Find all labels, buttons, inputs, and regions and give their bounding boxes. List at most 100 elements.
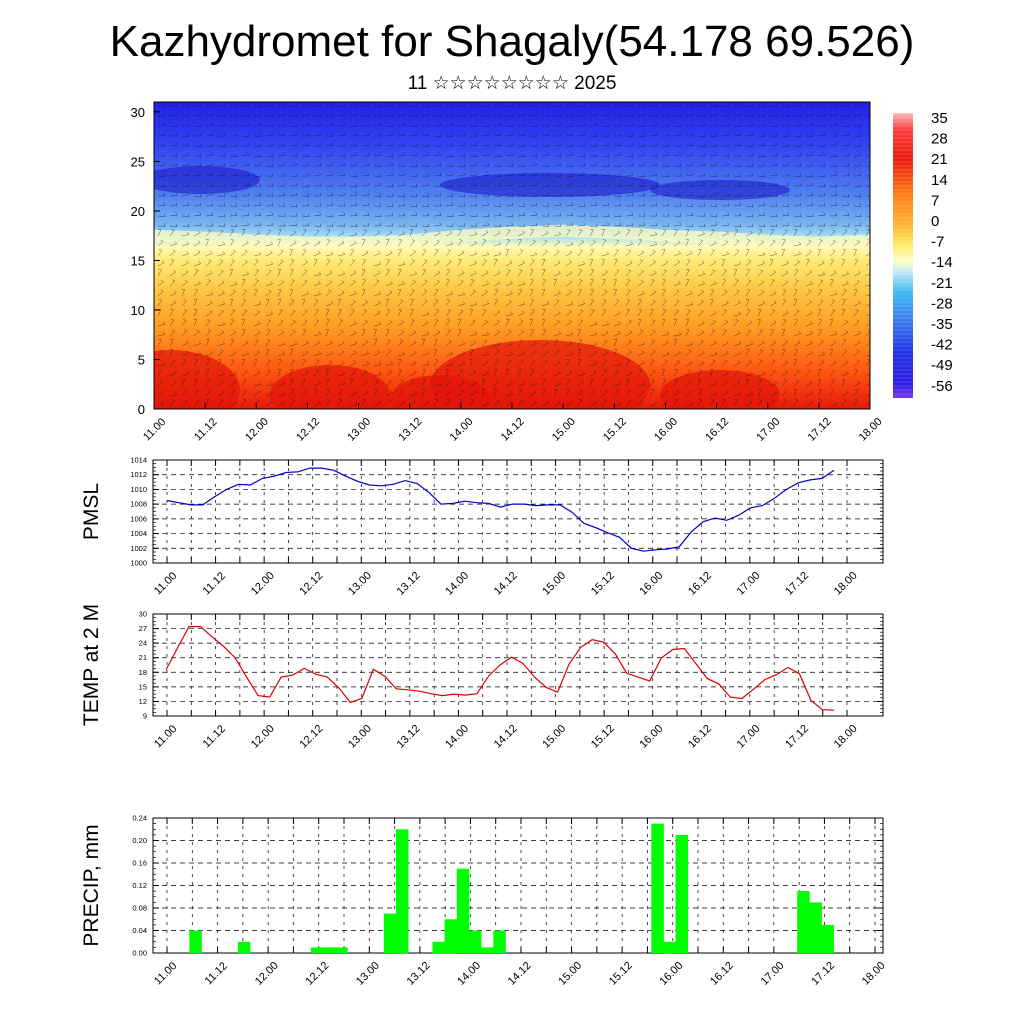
colorbar-label: 28	[931, 131, 948, 148]
heatmap-x-tick-label: 13.12	[396, 416, 424, 444]
precip-bar	[444, 919, 458, 954]
heatmap-y-tick-label: 25	[131, 154, 145, 169]
precip-bar	[675, 834, 689, 953]
panel-x-tick-label: 11.12	[201, 723, 228, 750]
heatmap-x-tick-label: 14.12	[499, 416, 527, 444]
colorbar: 35 28 21 14 7 0 -7 -14 -21 -28 -35 -42 -49 -56	[893, 110, 953, 398]
cold-core-1	[440, 173, 660, 197]
panel-x-tick-label: 17.00	[735, 723, 763, 751]
panel-x-tick-label: 14.12	[492, 570, 520, 598]
panel-y-tick-label: 24	[139, 639, 147, 648]
panel-x-tick-label: 13.00	[346, 570, 374, 598]
panel-y-tick-label: 18	[139, 668, 147, 677]
precip-bar	[821, 924, 834, 953]
precip-bar	[189, 930, 202, 953]
panel-x-tick-label: 12.12	[297, 723, 325, 751]
heatmap-y-tick-label: 10	[131, 303, 145, 318]
panel-x-tick-label: 14.12	[506, 960, 534, 988]
heatmap-x-tick-label: 11.00	[141, 416, 168, 443]
panel-y-tick-label: 27	[139, 624, 147, 633]
panel-x-tick-label: 18.00	[860, 960, 888, 988]
heatmap-x-tick-label: 16.00	[652, 416, 680, 444]
colorbar-labels: 35 28 21 14 7 0 -7 -14 -21 -28 -35 -42 -49 -56	[893, 110, 953, 395]
colorbar-label: -21	[931, 275, 953, 292]
panel-x-tick-label: 12.00	[253, 960, 281, 988]
colorbar-label: -56	[931, 378, 953, 395]
panel-x-tick-label: 15.12	[589, 723, 617, 751]
wind-barbs	[157, 102, 870, 407]
warm-core-3	[390, 375, 490, 409]
pmsl-series-line	[166, 467, 835, 552]
zero-isotherm-band	[154, 224, 870, 249]
colorbar-label: -35	[931, 316, 953, 333]
colorbar-label: 21	[931, 151, 948, 168]
panel-y-tick-label: 1000	[130, 559, 147, 568]
panel-y-label: TEMP at 2 M	[80, 604, 103, 726]
panel-y-tick-label: 0.16	[132, 859, 147, 868]
panel-x-tick-label: 15.00	[540, 570, 568, 598]
panel-y-tick-label: 1014	[130, 456, 147, 465]
panel-x-tick-label: 12.00	[249, 570, 277, 598]
heatmap-y-tick-label: 15	[131, 253, 145, 268]
precip-bar	[432, 941, 445, 954]
panel-x-tick-label: 11.00	[152, 723, 179, 750]
panel-y-tick-label: 9	[143, 712, 147, 721]
heatmap-y-axis: 0 5 10 15 20 25 30	[131, 105, 160, 417]
cold-core-2	[650, 180, 790, 200]
panel-frame	[152, 459, 884, 564]
panel-x-tick-label: 16.12	[708, 960, 736, 988]
heatmap-features	[154, 166, 870, 409]
panel-x-tick-label: 12.12	[303, 960, 331, 988]
heatmap-x-tick-label: 15.00	[550, 416, 578, 444]
panel-y-tick-label: 21	[139, 653, 147, 662]
heatmap-x-tick-label: 13.00	[345, 416, 373, 444]
panel-y-label: PMSL	[80, 483, 103, 540]
panel-x-tick-label: 17.00	[735, 570, 763, 598]
panel-y-tick-label: 1008	[130, 500, 147, 509]
warm-core-4	[660, 370, 780, 409]
cold-core-0	[154, 166, 260, 194]
panel-y-label: PRECIP, mm	[80, 824, 103, 946]
heatmap-y-tick-label: 30	[131, 105, 145, 120]
precip-bar	[481, 947, 494, 953]
panel-x-tick-label: 16.12	[686, 570, 714, 598]
heatmap-x-tick-label: 12.12	[294, 416, 322, 444]
precip-bar	[468, 930, 482, 953]
panel-y-tick-label: 30	[139, 610, 147, 619]
panel-y-tick-label: 1002	[130, 544, 147, 553]
panel-x-tick-label: 16.00	[637, 570, 665, 598]
warm-core-2	[270, 365, 390, 409]
precip-bar	[335, 947, 348, 953]
colorbar-label: 7	[931, 192, 939, 209]
precip-bar	[323, 947, 336, 953]
panel-x-tick-label: 11.00	[152, 960, 179, 987]
colorbar-label: 14	[931, 172, 948, 189]
wind-barbs-layer	[157, 102, 870, 407]
heatmap-x-tick-label: 17.12	[806, 416, 834, 444]
panel-frame	[152, 613, 884, 717]
precip-bar	[493, 930, 506, 953]
panel-x-tick-label: 13.00	[354, 960, 382, 988]
colorbar-label: -28	[931, 295, 953, 312]
panel-x-tick-label: 12.12	[297, 570, 325, 598]
panel-x-tick-label: 15.00	[556, 960, 584, 988]
precip-bar	[310, 947, 324, 953]
panel-x-tick-label: 13.12	[395, 570, 423, 598]
panel-x-tick-label: 13.00	[346, 723, 374, 751]
heatmap-y-tick-label: 20	[131, 204, 145, 219]
heatmap-x-tick-label: 12.00	[243, 416, 271, 444]
heatmap-panel: 0 5 10 15 20 25 30 11.00 11.12 12.00 12.12 13.00 13…	[131, 101, 885, 444]
panel-y-tick-label: 0.08	[132, 904, 147, 913]
panel-x-tick-label: 14.00	[443, 723, 471, 751]
panel-x-tick-label: 11.12	[201, 570, 228, 597]
colorbar-label: -14	[931, 254, 953, 271]
panel-x-tick-label: 16.00	[657, 960, 685, 988]
heatmap-y-tick-label: 0	[138, 402, 145, 417]
panel-x-tick-label: 14.12	[492, 723, 520, 751]
panel-x-tick-label: 18.00	[832, 723, 860, 751]
precip-bar	[396, 829, 409, 954]
colorbar-label: -7	[931, 234, 944, 251]
precip-bar	[663, 941, 676, 954]
colorbar-label: -49	[931, 357, 953, 374]
